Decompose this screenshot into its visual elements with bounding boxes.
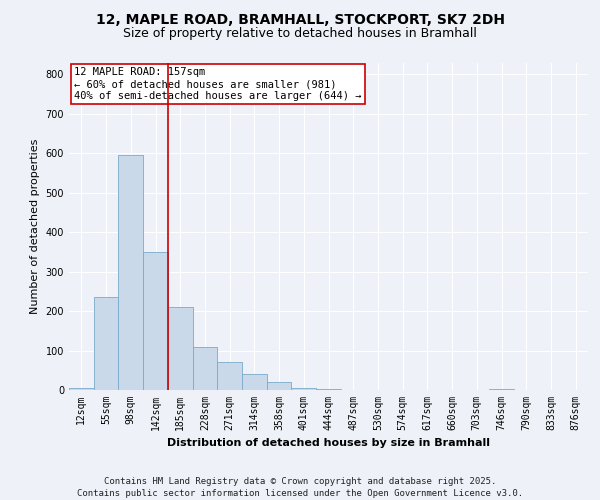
Bar <box>242 374 267 390</box>
Bar <box>489 389 514 390</box>
Y-axis label: Number of detached properties: Number of detached properties <box>30 138 40 314</box>
Bar <box>193 346 217 390</box>
Bar <box>292 388 316 390</box>
Bar <box>143 252 168 390</box>
Bar <box>316 389 341 390</box>
Bar <box>168 307 193 390</box>
Bar <box>118 155 143 390</box>
Bar <box>267 382 292 390</box>
Text: Contains HM Land Registry data © Crown copyright and database right 2025.
Contai: Contains HM Land Registry data © Crown c… <box>77 476 523 498</box>
Text: 12 MAPLE ROAD: 157sqm
← 60% of detached houses are smaller (981)
40% of semi-det: 12 MAPLE ROAD: 157sqm ← 60% of detached … <box>74 68 362 100</box>
Bar <box>69 388 94 390</box>
Bar <box>217 362 242 390</box>
Text: 12, MAPLE ROAD, BRAMHALL, STOCKPORT, SK7 2DH: 12, MAPLE ROAD, BRAMHALL, STOCKPORT, SK7… <box>95 12 505 26</box>
X-axis label: Distribution of detached houses by size in Bramhall: Distribution of detached houses by size … <box>167 438 490 448</box>
Text: Size of property relative to detached houses in Bramhall: Size of property relative to detached ho… <box>123 28 477 40</box>
Bar <box>94 298 118 390</box>
